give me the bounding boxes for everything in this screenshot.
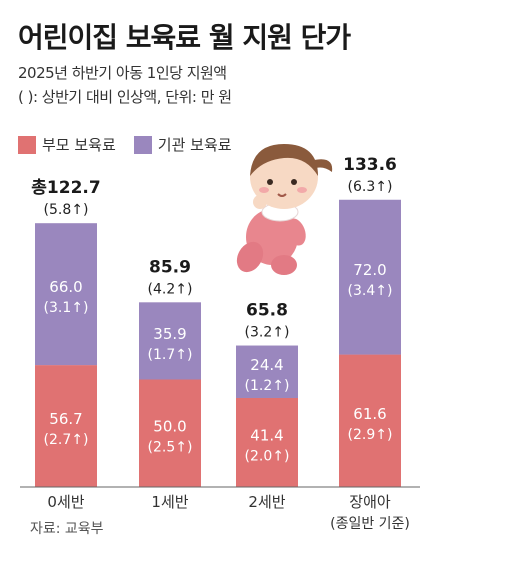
legend-item-institution: 기관 보육료 (133, 134, 232, 155)
total-value-label: 85.9 (149, 257, 191, 277)
total-increase-label: (3.2↑) (245, 325, 290, 341)
legend: 부모 보육료 기관 보육료 (18, 134, 232, 155)
category-note: (종일반 기준) (330, 516, 410, 532)
bar-segment-parent (339, 354, 401, 487)
segment-value-label: 24.4 (250, 356, 283, 374)
bar-segment-parent (236, 397, 298, 487)
source-note: 자료: 교육부 (30, 521, 104, 537)
legend-item-parent: 부모 보육료 (18, 134, 116, 155)
unit-note: ( ): 상반기 대비 인상액, 단위: 만 원 (18, 88, 232, 106)
segment-value-label: 50.0 (153, 417, 186, 435)
segment-value-label: 61.6 (353, 405, 386, 423)
segment-increase-label: (2.7↑) (44, 432, 89, 448)
segment-value-label: 66.0 (49, 278, 82, 296)
category-label: 2세반 (248, 493, 285, 511)
segment-value-label: 41.4 (250, 426, 283, 444)
baby-illustration (236, 144, 333, 275)
category-label: 0세반 (47, 493, 84, 511)
total-increase-label: (5.8↑) (44, 202, 89, 218)
bar-segment-institution (236, 345, 298, 398)
legend-label-institution: 기관 보육료 (157, 136, 232, 154)
page-title: 어린이집 보육료 월 지원 단가 (18, 21, 351, 54)
segment-increase-label: (1.2↑) (245, 378, 290, 394)
segment-increase-label: (3.1↑) (44, 300, 89, 316)
category-label: 1세반 (151, 493, 188, 511)
segment-value-label: 56.7 (49, 410, 82, 428)
bar-segment-parent (139, 379, 201, 487)
bar-segment-institution (139, 302, 201, 380)
total-value-label: 65.8 (246, 301, 288, 321)
legend-label-parent: 부모 보육료 (42, 136, 116, 154)
bar-segment-parent (35, 365, 97, 487)
category-label: 장애아 (349, 493, 391, 511)
subtitle: 2025년 하반기 아동 1인당 지원액 (18, 64, 227, 82)
segment-increase-label: (1.7↑) (148, 347, 193, 363)
segment-increase-label: (2.9↑) (348, 427, 393, 443)
total-value-label: 133.6 (343, 155, 397, 175)
segment-increase-label: (2.0↑) (245, 448, 290, 464)
bar-segment-institution (35, 223, 97, 366)
total-increase-label: (6.3↑) (348, 179, 393, 195)
legend-swatch-parent (18, 135, 36, 154)
segment-value-label: 72.0 (353, 261, 386, 279)
bar-segment-institution (339, 199, 401, 355)
legend-swatch-institution (133, 135, 152, 154)
segment-increase-label: (3.4↑) (348, 283, 393, 299)
segment-value-label: 35.9 (153, 325, 186, 343)
total-increase-label: (4.2↑) (148, 281, 193, 297)
segment-increase-label: (2.5↑) (148, 439, 193, 455)
total-value-label: 총122.7 (31, 178, 100, 198)
